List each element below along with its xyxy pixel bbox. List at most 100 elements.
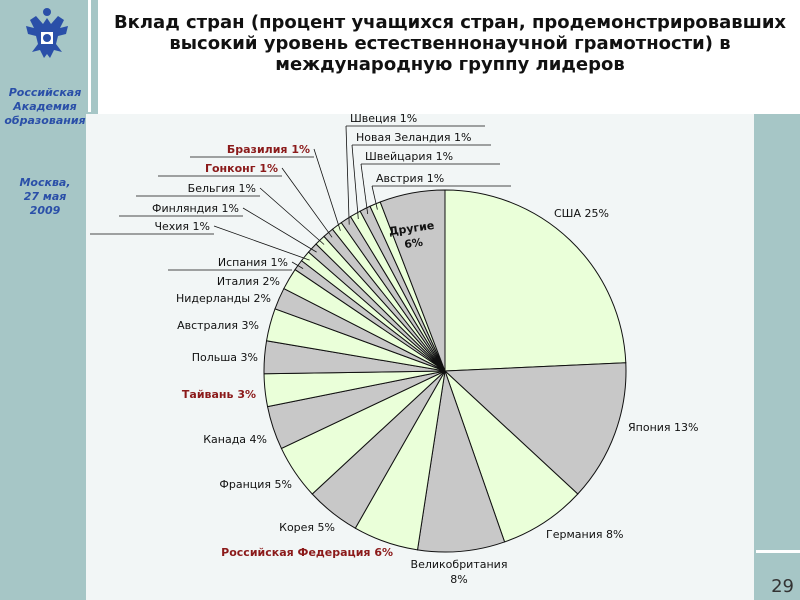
slice-label: Австрия 1% xyxy=(376,172,444,185)
slice-label-value: 2% xyxy=(254,292,271,305)
slice-label-name: Польша xyxy=(192,351,241,364)
slice-label-name: Новая Зеландия xyxy=(356,131,454,144)
page-title: Вклад стран (процент учащихся стран, про… xyxy=(113,12,787,75)
slice-label-value: 13% xyxy=(674,421,698,434)
slice-label-name: Корея xyxy=(279,521,317,534)
slice-label-name: Великобритания xyxy=(411,558,508,571)
slice-label: Польша 3% xyxy=(192,351,258,364)
slice-label-value: 1% xyxy=(271,256,288,269)
vertical-divider xyxy=(88,0,91,112)
slice-label-value: 25% xyxy=(584,207,608,220)
slice-label: Корея 5% xyxy=(279,521,335,534)
slice-label-value: 1% xyxy=(239,182,256,195)
pie-slice xyxy=(444,189,627,372)
place-line: Москва, xyxy=(19,176,71,189)
slice-label-value: 3% xyxy=(237,388,256,401)
slice-label-name: Франция xyxy=(219,478,274,491)
slice-label: Бельгия 1% xyxy=(188,182,256,195)
leader-line xyxy=(371,185,378,210)
slice-label-name: Италия xyxy=(217,275,263,288)
year-line: 2009 xyxy=(29,204,61,217)
leader-line xyxy=(360,163,369,215)
slice-label: Франция 5% xyxy=(219,478,292,491)
slice-label-value: 2% xyxy=(263,275,280,288)
slice-label-name: Германия xyxy=(546,528,606,541)
org-line: образования xyxy=(4,114,86,127)
slice-label-value: 5% xyxy=(318,521,335,534)
slice-label-name: Швейцария xyxy=(365,150,436,163)
slice-label-name: Гонконг xyxy=(205,162,259,175)
slice-label-value: 1% xyxy=(193,220,210,233)
slice-label: Бразилия 1% xyxy=(227,143,310,156)
place-and-date: Москва, 27 мая 2009 xyxy=(4,176,86,218)
leader-line xyxy=(313,148,341,231)
slice-label-value: 1% xyxy=(222,202,239,215)
leader-line xyxy=(213,225,310,261)
slice-label-name: Швеция xyxy=(350,112,400,125)
slice-label-name: Чехия xyxy=(154,220,192,233)
leader-lines xyxy=(90,125,511,271)
slice-label: Австралия 3% xyxy=(177,319,259,332)
pie-slices xyxy=(263,189,627,553)
slice-label-name: Бразилия xyxy=(227,143,291,156)
date-line: 27 мая xyxy=(23,190,67,203)
slice-label: Швеция 1% xyxy=(350,112,417,125)
slice-label-name: США xyxy=(554,207,584,220)
slice-label-name: Другие xyxy=(388,219,435,238)
leader-line xyxy=(259,187,325,245)
slice-label: Испания 1% xyxy=(218,256,288,269)
title-background xyxy=(98,0,800,114)
slice-label-value: 8% xyxy=(450,573,467,586)
leader-line xyxy=(242,207,317,253)
leader-line xyxy=(281,167,333,238)
leader-line xyxy=(291,261,304,269)
double-headed-eagle-icon xyxy=(18,4,76,68)
pie-slice xyxy=(443,362,627,495)
slice-label: Германия 8% xyxy=(546,528,623,541)
slice-label-name: Нидерланды xyxy=(176,292,254,305)
slice-label-name: Япония xyxy=(628,421,674,434)
slice-label-value: 3% xyxy=(241,351,258,364)
slice-label-value: 1% xyxy=(427,172,444,185)
slice-label: Другие6% xyxy=(388,219,437,253)
slice-label-name: Бельгия xyxy=(188,182,239,195)
slice-label: Чехия 1% xyxy=(154,220,210,233)
org-line: Академия xyxy=(13,100,77,113)
slice-label-value: 1% xyxy=(259,162,278,175)
page-number: 29 xyxy=(771,576,794,597)
slice-label: США 25% xyxy=(554,207,609,220)
slice-labels: США 25%Япония 13%Германия 8%Великобритан… xyxy=(152,112,698,586)
slice-label: Тайвань 3% xyxy=(182,388,256,401)
slice-label-name: Финляндия xyxy=(152,202,222,215)
slice-label: Италия 2% xyxy=(217,275,280,288)
slice-label-name: Канада xyxy=(203,433,249,446)
slice-label-value: 3% xyxy=(242,319,259,332)
slice-label-name: Австрия xyxy=(376,172,427,185)
slice-label-name: Австралия xyxy=(177,319,241,332)
slice-label-value: 8% xyxy=(606,528,623,541)
slice-label: Российская Федерация 6% xyxy=(221,546,393,559)
slice-label: Великобритания 8% xyxy=(411,558,508,586)
slice-label-value: 1% xyxy=(291,143,310,156)
org-line: Российская xyxy=(8,86,82,99)
slice-label: Канада 4% xyxy=(203,433,267,446)
sidebar: Российская Академия образования Москва, … xyxy=(0,0,88,600)
slice-label-value: 6% xyxy=(374,546,393,559)
slice-label: Новая Зеландия 1% xyxy=(356,131,471,144)
slice-label-value: 4% xyxy=(250,433,267,446)
leader-line xyxy=(345,125,350,225)
slice-label-value: 1% xyxy=(400,112,417,125)
slice-label: Швейцария 1% xyxy=(365,150,453,163)
slice-label: Финляндия 1% xyxy=(152,202,239,215)
slice-label-value: 5% xyxy=(275,478,292,491)
organization-name: Российская Академия образования xyxy=(4,86,86,128)
horizontal-divider xyxy=(756,550,800,553)
slice-label-value: 1% xyxy=(454,131,471,144)
slice-label: Гонконг 1% xyxy=(205,162,278,175)
slice-label: Япония 13% xyxy=(628,421,698,434)
slice-label-name: Тайвань xyxy=(182,388,237,401)
pie-slice xyxy=(379,189,446,372)
slice-label: Нидерланды 2% xyxy=(176,292,271,305)
slice-label-name: Российская Федерация xyxy=(221,546,374,559)
